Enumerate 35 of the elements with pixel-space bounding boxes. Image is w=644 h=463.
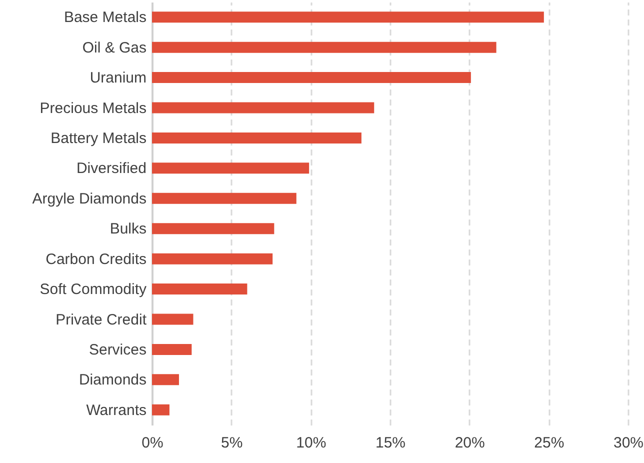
bar <box>152 284 248 295</box>
x-tick-label: 10% <box>296 434 326 452</box>
y-tick-label: Bulks <box>110 220 146 238</box>
y-tick-label: Services <box>88 341 146 358</box>
y-tick-label: Carbon Credits <box>46 250 146 268</box>
y-tick-label: Diamonds <box>78 372 146 389</box>
bar <box>152 132 362 144</box>
bar <box>152 223 274 234</box>
y-tick-label: Oil & Gas <box>82 39 146 56</box>
bar <box>152 162 310 174</box>
bar <box>152 192 296 204</box>
bar <box>152 253 273 264</box>
bar <box>152 42 496 53</box>
bar <box>152 102 374 114</box>
y-tick-label: Warrants <box>86 402 146 419</box>
bar <box>152 12 544 23</box>
y-tick-label: Battery Metals <box>50 130 146 147</box>
y-tick-label: Diversified <box>76 160 146 178</box>
y-tick-label: Precious Metals <box>40 100 146 117</box>
y-tick-label: Soft Commodity <box>40 281 147 298</box>
x-tick-label: 5% <box>220 434 243 452</box>
x-tick-label: 20% <box>454 434 485 452</box>
bar <box>152 72 471 84</box>
y-tick-label: Base Metals <box>64 9 146 26</box>
x-tick-label: 25% <box>534 434 564 452</box>
y-tick-label: Uranium <box>90 70 146 87</box>
x-tick-label: 30% <box>613 434 644 452</box>
bar <box>152 374 179 386</box>
x-tick-label: 15% <box>375 434 406 452</box>
bar <box>152 344 192 355</box>
bar <box>152 314 194 325</box>
y-tick-label: Argyle Diamonds <box>32 190 146 208</box>
y-tick-label: Private Credit <box>56 311 148 328</box>
bar <box>152 404 170 416</box>
x-tick-label: 0% <box>142 434 164 452</box>
